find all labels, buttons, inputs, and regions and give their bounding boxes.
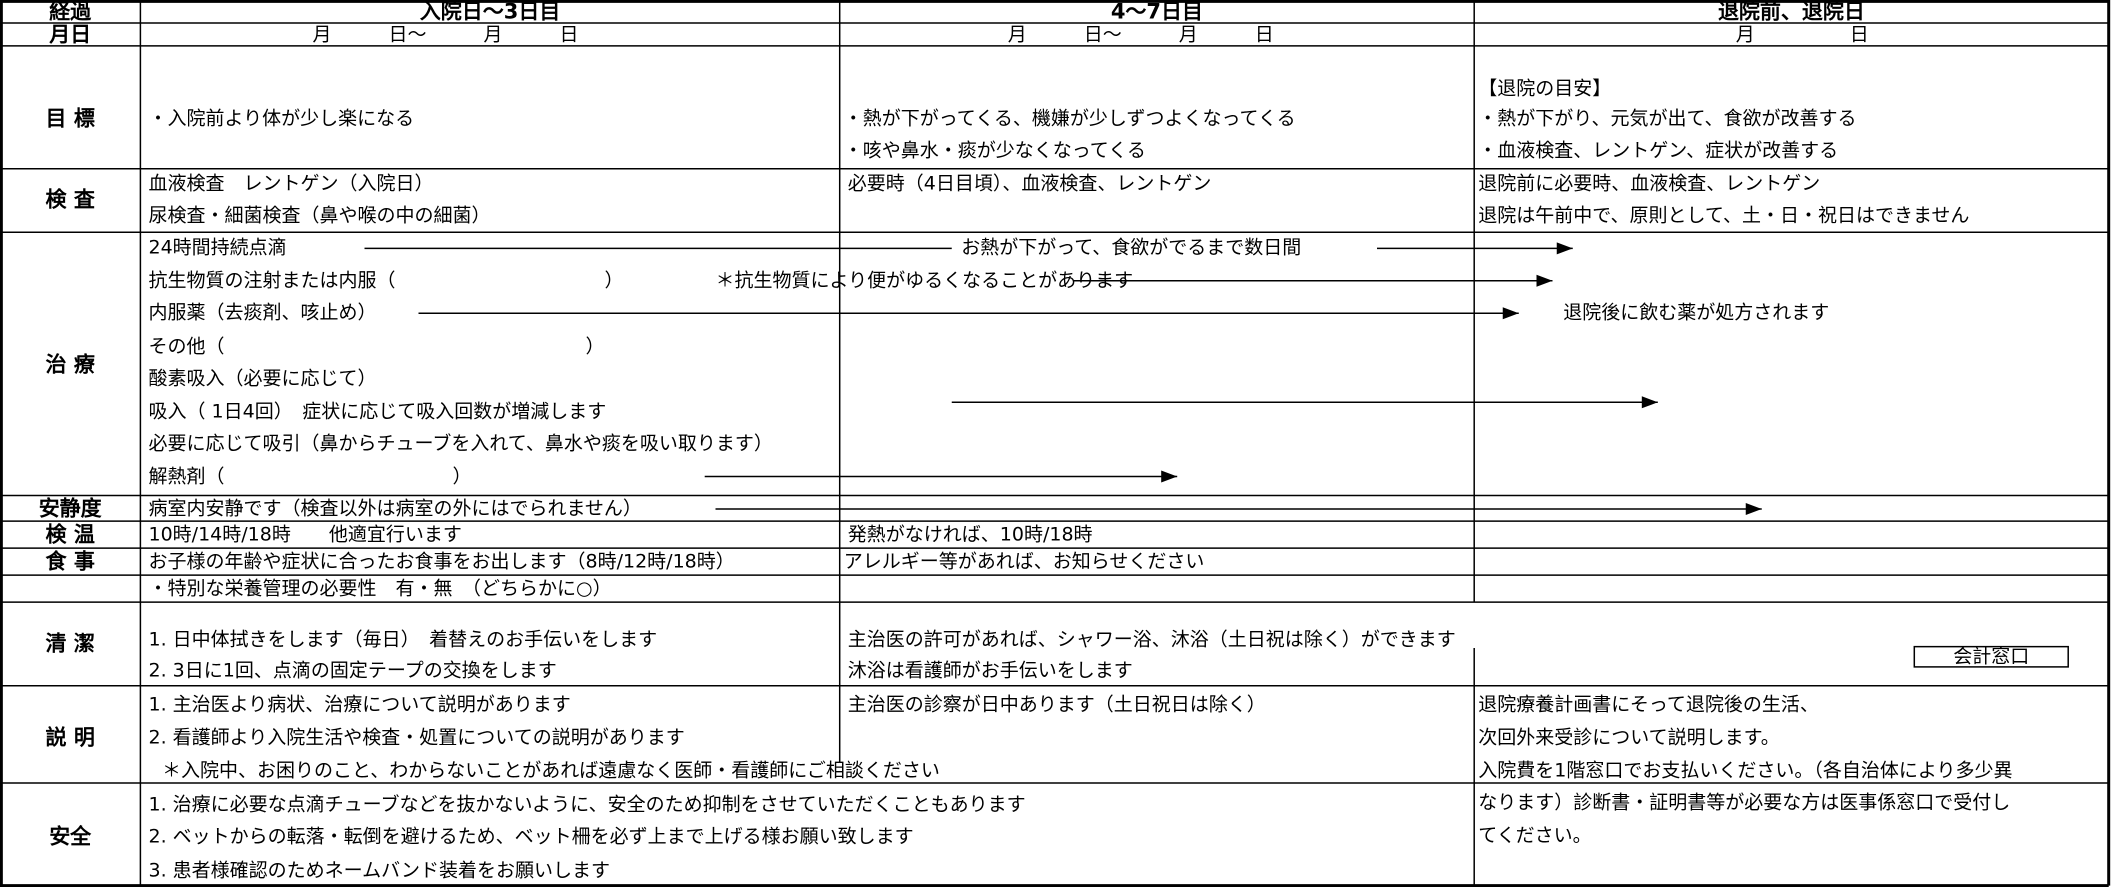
cell-text: てください。 bbox=[1478, 824, 1592, 847]
row-label: 食 事 bbox=[45, 549, 95, 574]
cell-text: ＊入院中、お困りのこと、わからないことがあれば遠慮なく医師・看護師にご相談くださ… bbox=[162, 759, 940, 782]
cell-text: 3. 患者様確認のためネームバンド装着をお願いします bbox=[148, 859, 611, 882]
cell-text: 退院は午前中で、原則として、土・日・祝日はできません bbox=[1478, 204, 1970, 227]
cell-text: 吸入（ 1日4回） 症状に応じて吸入回数が増減します bbox=[148, 400, 607, 423]
cell-text: ・特別な栄養管理の必要性 有・無 （どちらかに○） bbox=[148, 577, 612, 600]
cell-text: ・熱が下がり、元気が出て、食欲が改善する bbox=[1478, 107, 1857, 130]
cell-text: その他（ ） bbox=[148, 335, 605, 358]
arrow-head bbox=[1641, 396, 1658, 409]
cell-text: 退院後に飲む薬が処方されます bbox=[1563, 301, 1830, 324]
date-cell: 月 日〜 月 日 bbox=[312, 23, 579, 46]
arrow-head bbox=[1745, 502, 1762, 515]
cell-text: 次回外来受診について説明します。 bbox=[1478, 726, 1780, 749]
cell-text: 酸素吸入（必要に応じて） bbox=[148, 367, 377, 390]
date-cell: 月 日 bbox=[1735, 23, 1869, 46]
cell-text: 発熱がなければ、10時/18時 bbox=[847, 523, 1093, 546]
cell-text: 10時/14時/18時 他適宜行います bbox=[148, 523, 462, 546]
cell-text: 【退院の目安】 bbox=[1478, 77, 1612, 100]
row-label: 清 潔 bbox=[45, 631, 95, 656]
cell-text: 入院費を1階窓口でお支払いください。（各自治体により多少異 bbox=[1478, 759, 2013, 782]
cell-text: ・血液検査、レントゲン、症状が改善する bbox=[1478, 139, 1839, 162]
arrow-head bbox=[1161, 470, 1178, 483]
cell-text: 内服薬（去痰剤、咳止め） bbox=[148, 301, 377, 324]
cell-text: 退院療養計画書にそって退院後の生活、 bbox=[1478, 693, 1819, 716]
row-label: 説 明 bbox=[45, 725, 95, 750]
dates-label: 月日 bbox=[49, 22, 92, 47]
cell-text: 解熱剤（ ） bbox=[148, 465, 472, 488]
cell-text: 2. 看護師より入院生活や検査・処置についての説明があります bbox=[148, 726, 685, 749]
row-label: 検 査 bbox=[45, 187, 95, 212]
cell-text: 尿検査・細菌検査（鼻や喉の中の細菌） bbox=[148, 204, 491, 227]
sign-box bbox=[1913, 645, 2069, 668]
cell-text: 会計窓口 bbox=[1953, 645, 2030, 668]
cell-text: 1. 治療に必要な点滴チューブなどを抜かないように、安全のため抑制をさせていただ… bbox=[148, 793, 1026, 816]
cell-text: 1. 主治医より病状、治療について説明があります bbox=[148, 693, 571, 716]
cell-text: 主治医の診察が日中あります（土日祝日は除く） bbox=[847, 693, 1266, 716]
date-cell: 月 日〜 月 日 bbox=[1007, 23, 1274, 46]
row-label: 安全 bbox=[49, 824, 92, 849]
cell-text: アレルギー等があれば、お知らせください bbox=[843, 550, 1205, 573]
header-column: 退院前、退院日 bbox=[1717, 0, 1865, 24]
cell-text: 2. ベットからの転落・転倒を避けるため、ベット柵を必ず上まで上げる様お願い致し… bbox=[148, 825, 914, 848]
cell-text: 1. 日中体拭きをします（毎日） 着替えのお手伝いをします bbox=[148, 628, 658, 651]
cell-text: 病室内安静です（検査以外は病室の外にはでられません） bbox=[148, 497, 642, 520]
header-column: 4〜7日目 bbox=[1110, 0, 1204, 24]
header-label: 経過 bbox=[49, 0, 92, 24]
row-label: 目 標 bbox=[45, 106, 95, 131]
row-label: 安静度 bbox=[38, 496, 102, 521]
cell-text: 血液検査 レントゲン（入院日） bbox=[148, 172, 434, 195]
cell-text: 抗生物質の注射または内服（ ） bbox=[148, 269, 624, 292]
cell-text: ・咳や鼻水・痰が少なくなってくる bbox=[843, 139, 1146, 162]
row-label: 検 温 bbox=[45, 522, 95, 547]
cell-text: 沐浴は看護師がお手伝いをします bbox=[847, 659, 1133, 682]
arrow-head bbox=[1536, 274, 1553, 287]
cell-text: 退院前に必要時、血液検査、レントゲン bbox=[1478, 172, 1821, 195]
cell-text: ・入院前より体が少し楽になる bbox=[148, 107, 415, 130]
arrow-head bbox=[1556, 242, 1573, 255]
arrow-head bbox=[1502, 307, 1519, 320]
cell-text: ・熱が下がってくる、機嫌が少しずつよくなってくる bbox=[843, 107, 1296, 130]
cell-text: 必要に応じて吸引（鼻からチューブを入れて、鼻水や痰を吸い取ります） bbox=[148, 432, 773, 455]
cell-text: お熱が下がって、食欲がでるまで数日間 bbox=[961, 236, 1302, 259]
cell-text: ＊抗生物質により便がゆるくなることがあります bbox=[715, 269, 1134, 292]
cell-text: 2. 3日に1回、点滴の固定テープの交換をします bbox=[148, 659, 557, 682]
cell-text: 24時間持続点滴 bbox=[148, 236, 287, 259]
cell-text: お子様の年齢や症状に合ったお食事をお出します（8時/12時/18時） bbox=[148, 550, 735, 573]
row-label: 治 療 bbox=[45, 352, 95, 376]
cell-text: 必要時（4日目頃）、血液検査、レントゲン bbox=[847, 172, 1212, 195]
header-column: 入院日〜3日目 bbox=[419, 0, 561, 24]
cell-text: なります）診断書・証明書等が必要な方は医事係窓口で受付し bbox=[1478, 791, 2011, 814]
cell-text: 主治医の許可があれば、シャワー浴、沐浴（土日祝は除く）ができます bbox=[847, 628, 1456, 651]
